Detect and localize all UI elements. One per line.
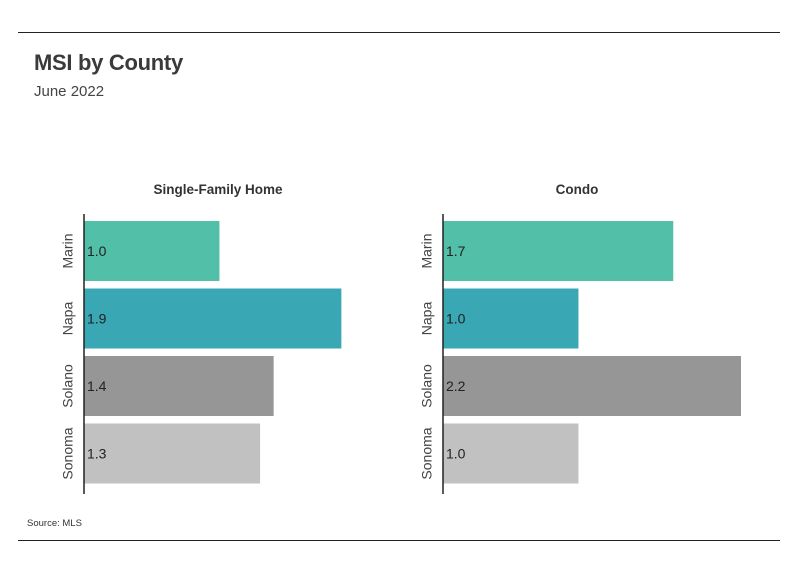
category-label: Sonoma <box>419 427 435 479</box>
data-label: 1.7 <box>446 243 466 259</box>
source-note: Source: MLS <box>27 518 82 529</box>
data-label: 1.0 <box>446 311 466 327</box>
chart-subtitle: June 2022 <box>34 83 105 100</box>
top-rule <box>18 32 780 33</box>
category-label: Sonoma <box>60 427 76 479</box>
panel-title: Condo <box>556 182 599 197</box>
bottom-rule <box>18 540 780 541</box>
bar <box>443 423 579 484</box>
data-label: 2.2 <box>446 378 466 394</box>
category-label: Solano <box>419 364 435 408</box>
category-label: Solano <box>60 364 76 408</box>
data-label: 1.0 <box>446 446 466 462</box>
panel-title: Single-Family Home <box>153 182 283 197</box>
data-label: 1.4 <box>87 378 107 394</box>
bar <box>443 356 741 416</box>
bar <box>443 221 674 281</box>
bar <box>84 356 274 416</box>
data-label: 1.0 <box>87 243 107 259</box>
category-label: Napa <box>60 302 76 336</box>
data-label: 1.9 <box>87 311 107 327</box>
category-label: Marin <box>60 233 76 268</box>
data-label: 1.3 <box>87 446 107 462</box>
bar <box>84 221 220 281</box>
bar <box>84 288 342 349</box>
category-label: Napa <box>419 302 435 336</box>
bar <box>443 288 579 349</box>
chart-title: MSI by County <box>34 50 183 75</box>
category-label: Marin <box>419 233 435 268</box>
bar <box>84 423 261 484</box>
